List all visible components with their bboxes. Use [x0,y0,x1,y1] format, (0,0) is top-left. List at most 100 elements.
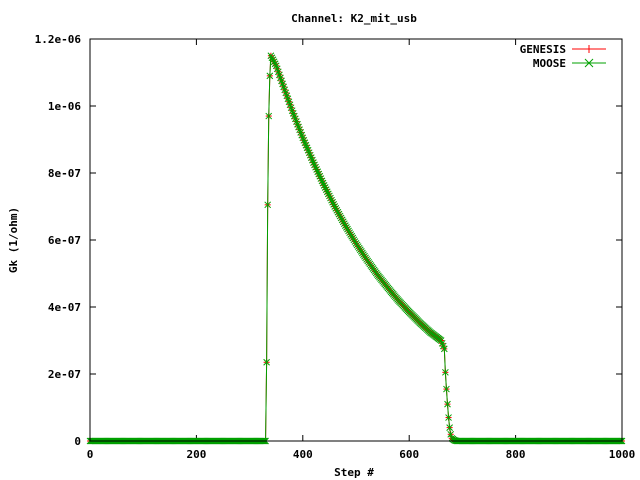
y-axis-label: Gk (1/ohm) [7,207,20,273]
data-point [267,52,275,60]
data-point [264,201,272,209]
y-tick-label: 1.2e-06 [35,33,82,46]
data-point [331,203,339,210]
data-point [263,358,270,366]
data-point [283,92,291,100]
data-point [323,188,331,196]
data-point [321,184,329,191]
data-point [312,163,319,171]
data-point [335,210,343,218]
y-tick-label: 1e-06 [48,100,81,113]
data-point [272,62,280,70]
data-point [278,77,285,85]
data-point [313,166,320,173]
data-point [288,107,296,115]
data-point [345,227,352,235]
data-point [266,72,274,80]
data-point [348,232,356,240]
data-point [349,234,357,242]
data-point [304,146,312,154]
data-point [344,225,351,233]
data-point [445,414,452,421]
data-point [439,342,447,350]
data-point [316,172,324,180]
y-tick-label: 0 [74,435,81,448]
data-point [334,208,342,216]
data-point [318,177,326,185]
data-point [444,400,451,408]
series-moose [86,52,626,445]
data-point [442,368,449,376]
x-tick-label: 200 [186,448,206,461]
x-tick-label: 600 [399,448,419,461]
data-point [326,192,333,200]
x-tick-label: 800 [506,448,526,461]
data-point [279,80,286,88]
data-point [310,159,317,166]
data-point [320,182,328,189]
data-point [332,205,340,212]
data-point [268,54,276,62]
data-point [347,231,355,238]
data-point [350,236,358,244]
data-point [289,110,297,117]
data-point [438,339,446,347]
data-point [277,74,284,82]
y-tick-label: 8e-07 [48,167,81,180]
data-point [338,216,346,224]
x-axis-label: Step # [334,466,374,479]
x-tick-label: 1000 [609,448,636,461]
legend-label: MOOSE [533,57,566,70]
data-point [270,58,278,66]
data-point [282,89,290,97]
series-markers [86,52,626,445]
data-point [294,120,301,128]
data-point [309,156,316,164]
data-point [291,115,299,123]
data-point [290,112,298,120]
data-point [329,198,336,206]
data-point [280,83,288,91]
data-point [307,154,315,162]
data-point [293,118,300,125]
data-point [330,201,338,208]
data-point [327,194,334,202]
data-point [286,101,294,109]
y-tick-label: 6e-07 [48,234,81,247]
y-tick-label: 2e-07 [48,368,81,381]
data-point [351,238,359,245]
data-point [443,385,450,393]
data-point [298,131,306,139]
data-point [301,139,309,147]
data-point [314,168,322,176]
data-point [276,71,283,79]
data-point [337,214,345,222]
data-point [305,149,313,157]
data-point [315,170,323,178]
data-point [281,86,289,94]
data-point [274,68,282,76]
data-point [343,224,350,231]
data-point [271,60,279,68]
data-point [333,206,341,214]
data-point [317,175,325,182]
data-point [342,222,349,229]
series-layer [86,52,626,445]
data-point [446,424,453,431]
x-tick-label: 0 [87,448,94,461]
data-point [296,126,303,134]
data-point [447,430,455,438]
data-point [273,65,281,73]
y-tick-label: 4e-07 [48,301,81,314]
chart-title: Channel: K2_mit_usb [291,12,417,25]
data-point [324,190,332,198]
data-point [322,186,330,193]
data-point [269,56,277,64]
data-point [302,141,310,149]
data-point [265,112,273,120]
data-point [303,144,311,152]
data-point [346,229,353,237]
data-point [336,212,344,220]
